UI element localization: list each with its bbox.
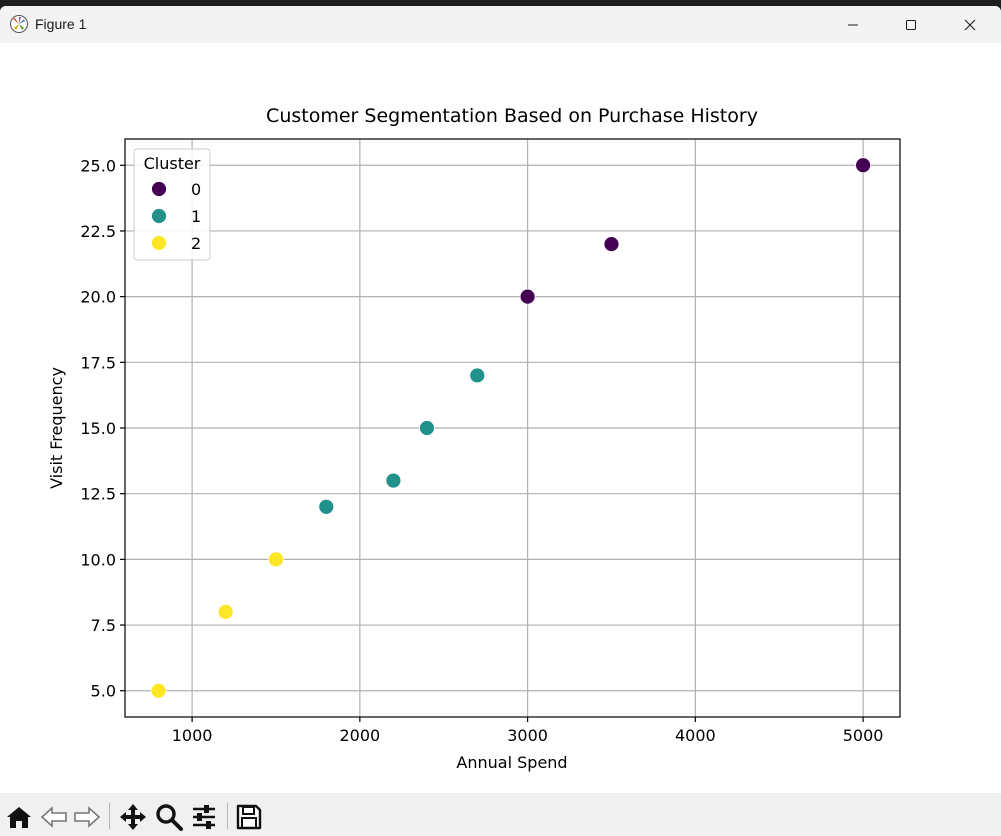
y-tick-label: 17.5 (80, 353, 116, 372)
maximize-button[interactable] (882, 6, 940, 43)
pan-button[interactable] (117, 801, 149, 833)
x-tick-label: 5000 (843, 726, 884, 745)
x-axis-label: Annual Spend (456, 753, 567, 772)
y-tick-label: 22.5 (80, 222, 116, 241)
x-tick-label: 3000 (507, 726, 548, 745)
close-icon (964, 19, 976, 30)
forward-icon (74, 806, 101, 828)
scatter-chart: 1000 2000 3000 4000 5000 5.0 7.5 10.0 12.5 15.0 1… (47, 105, 901, 772)
zoom-icon (156, 804, 183, 831)
toolbar-separator (227, 803, 228, 829)
legend: Cluster 0 1 2 (133, 148, 211, 261)
toolbar-separator (109, 803, 110, 829)
figure-canvas[interactable]: 1000 2000 3000 4000 5000 5.0 7.5 10.0 12.5 15.0 1… (0, 43, 1001, 793)
y-tick-label: 7.5 (91, 616, 116, 635)
close-button[interactable] (941, 6, 999, 43)
scatter-point-cluster-1 (318, 498, 335, 515)
legend-title: Cluster (144, 154, 201, 173)
legend-marker (151, 208, 167, 224)
x-axis-ticks: 1000 2000 3000 4000 5000 (172, 717, 884, 745)
scatter-point-cluster-2 (217, 604, 234, 620)
y-axis-label: Visit Frequency (47, 367, 66, 489)
x-tick-label: 2000 (339, 726, 380, 745)
navigation-toolbar (0, 793, 1001, 836)
scatter-point-cluster-2 (150, 682, 167, 699)
minimize-button[interactable] (824, 6, 882, 43)
data-points (150, 157, 871, 699)
x-tick-label: 1000 (172, 726, 213, 745)
scatter-point-cluster-1 (419, 420, 435, 436)
y-axis-ticks: 5.0 7.5 10.0 12.5 15.0 17.5 20.0 22.5 25.0 (80, 156, 125, 701)
y-tick-label: 5.0 (91, 682, 116, 701)
chart-title: Customer Segmentation Based on Purchase … (266, 105, 758, 127)
x-tick-label: 4000 (675, 726, 716, 745)
zoom-button[interactable] (153, 801, 185, 833)
title-bar[interactable]: Figure 1 (0, 6, 1001, 43)
legend-label: 1 (191, 207, 201, 226)
window-title: Figure 1 (35, 16, 87, 32)
save-icon (236, 804, 262, 830)
forward-button[interactable] (71, 801, 103, 833)
y-tick-label: 12.5 (80, 485, 116, 504)
maximize-icon (906, 19, 916, 30)
save-button[interactable] (233, 801, 265, 833)
legend-marker (151, 235, 167, 251)
scatter-point-cluster-0 (855, 157, 871, 174)
home-button[interactable] (3, 801, 35, 833)
scatter-point-cluster-0 (519, 288, 536, 305)
scatter-point-cluster-0 (603, 236, 620, 252)
legend-label: 0 (191, 180, 201, 199)
grid-lines (125, 139, 900, 717)
y-tick-label: 10.0 (80, 550, 116, 569)
scatter-point-cluster-1 (469, 367, 486, 384)
minimize-icon (848, 24, 858, 25)
back-icon (40, 806, 67, 828)
legend-label: 2 (191, 234, 201, 253)
legend-frame (133, 148, 211, 261)
scatter-point-cluster-2 (268, 551, 284, 568)
home-icon (7, 807, 31, 828)
legend-marker (151, 181, 167, 197)
legend-entries: 0 1 2 (151, 180, 201, 253)
y-tick-label: 15.0 (80, 419, 116, 438)
y-tick-label: 25.0 (80, 156, 116, 175)
pan-icon (120, 804, 146, 830)
figure-window: Figure 1 1000 2000 3000 4000 5000 5.0 7.5 10.0… (0, 6, 1001, 836)
scatter-point-cluster-1 (385, 472, 402, 489)
configure-subplots-icon (193, 805, 215, 829)
back-button[interactable] (38, 801, 70, 833)
matplotlib-logo-icon (10, 15, 28, 33)
y-tick-label: 20.0 (80, 288, 116, 307)
configure-subplots-button[interactable] (188, 801, 220, 833)
